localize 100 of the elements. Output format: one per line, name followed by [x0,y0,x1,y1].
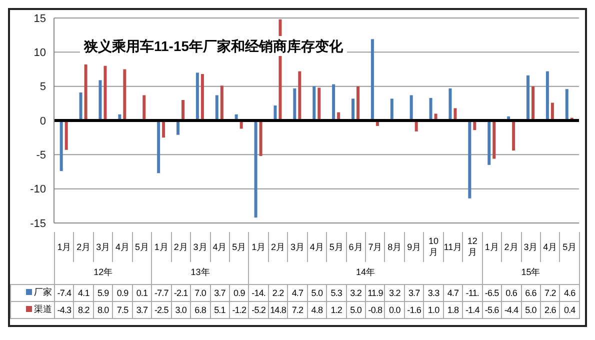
y-tick-label: 15 [34,12,46,25]
bar [98,80,102,120]
data-label: -4.4 [502,301,521,318]
data-label: -14. [248,284,268,301]
x-tick-label: 3月 [521,232,540,262]
bar [512,120,516,151]
data-label: 0.0 [384,301,404,318]
x-tick-label: 1月 [152,232,172,262]
bar [448,88,452,120]
data-label: 7.2 [540,284,560,301]
data-label: 1.2 [326,301,346,318]
bar [259,120,262,156]
data-label: -4.3 [54,301,74,318]
bar [410,95,413,120]
data-label: -1.4 [462,301,482,318]
data-label: 6.6 [521,284,540,301]
x-tick-label: 5月 [229,232,249,262]
x-tick-label: 4月 [210,232,230,262]
bar [318,88,321,120]
x-tick-label: 11月 [443,232,463,262]
x-tick-label: 7月 [366,232,385,262]
bar [550,102,554,120]
data-label: -6.5 [482,284,502,301]
data-label: 1.8 [443,301,463,318]
bar [356,86,360,120]
data-label: 0.4 [560,301,580,318]
x-tick-label: 1月 [54,232,74,262]
text: 12年 [54,262,152,284]
data-label: 5.3 [326,284,346,301]
x-tick-label: 9月 [404,232,424,262]
x-tick-label: 5月 [560,232,580,262]
bar [429,98,432,120]
data-label: 3.7 [132,301,152,318]
x-tick-label: 1月 [482,232,502,262]
bar [293,88,296,120]
bar [274,105,277,120]
data-label: 5.0 [307,284,327,301]
bar [64,120,68,150]
data-label: 4.8 [307,301,327,318]
x-tick-label: 3月 [93,232,113,262]
bar [468,120,472,198]
data-label: 5.9 [93,284,113,301]
bar [123,69,126,120]
data-label: 5.0 [521,301,540,318]
x-tick-label: 2月 [502,232,521,262]
bar [532,86,534,120]
bar [390,98,394,120]
x-tick-label: 2月 [268,232,288,262]
data-label: 14.8 [268,301,288,318]
bar [157,120,160,174]
data-label: -2.1 [171,284,191,301]
data-label: 4.6 [560,284,580,301]
data-label: 5.0 [346,301,366,318]
legend-label: 渠道 [10,301,54,318]
y-tick-label: -5 [36,150,46,162]
data-label: -1.6 [404,301,424,318]
bar [84,64,88,120]
bar [215,95,218,120]
bar [312,86,316,120]
data-label: 2.2 [268,284,288,301]
bar [162,120,166,138]
text: 狭义乘用车11-15年厂家和经销商库存变化 [80,36,348,56]
y-tick-label: 0 [40,115,46,128]
y-tick-label: 5 [40,81,46,94]
bar [526,75,530,120]
x-tick-label: 6月 [346,232,366,262]
data-label: 3.2 [346,284,366,301]
data-label: 0.9 [112,284,132,301]
y-tick-label: -10 [30,184,46,196]
x-tick-label: 2月 [74,232,94,262]
data-label: -7.7 [152,284,172,301]
data-label: 0.1 [132,284,152,301]
x-tick-label: 2月 [171,232,191,262]
x-tick-label: 5月 [132,232,152,262]
bar [254,120,258,218]
data-label: 4.1 [74,284,94,301]
bar [546,71,549,120]
bar [332,84,336,120]
x-tick-label: 3月 [190,232,210,262]
data-label: -5.6 [482,301,502,318]
bar [565,89,568,120]
x-tick-label: 12月 [462,232,482,262]
data-label: -11. [462,284,482,301]
data-label: 1.0 [424,301,444,318]
x-tick-label: 10月 [424,232,444,262]
x-tick-label: 3月 [288,232,308,262]
bar [196,72,199,120]
text: 13年 [152,262,249,284]
data-label: 7.0 [190,284,210,301]
bar [220,86,224,120]
data-label: -0.8 [366,301,385,318]
data-label: 5.1 [210,301,230,318]
data-label: 7.5 [112,301,132,318]
text: 14年 [248,262,482,284]
bar [182,100,184,120]
data-label: -5.2 [248,301,268,318]
bar [142,95,146,120]
bar [352,98,354,120]
bar [60,120,63,172]
data-label: 8.0 [93,301,113,318]
